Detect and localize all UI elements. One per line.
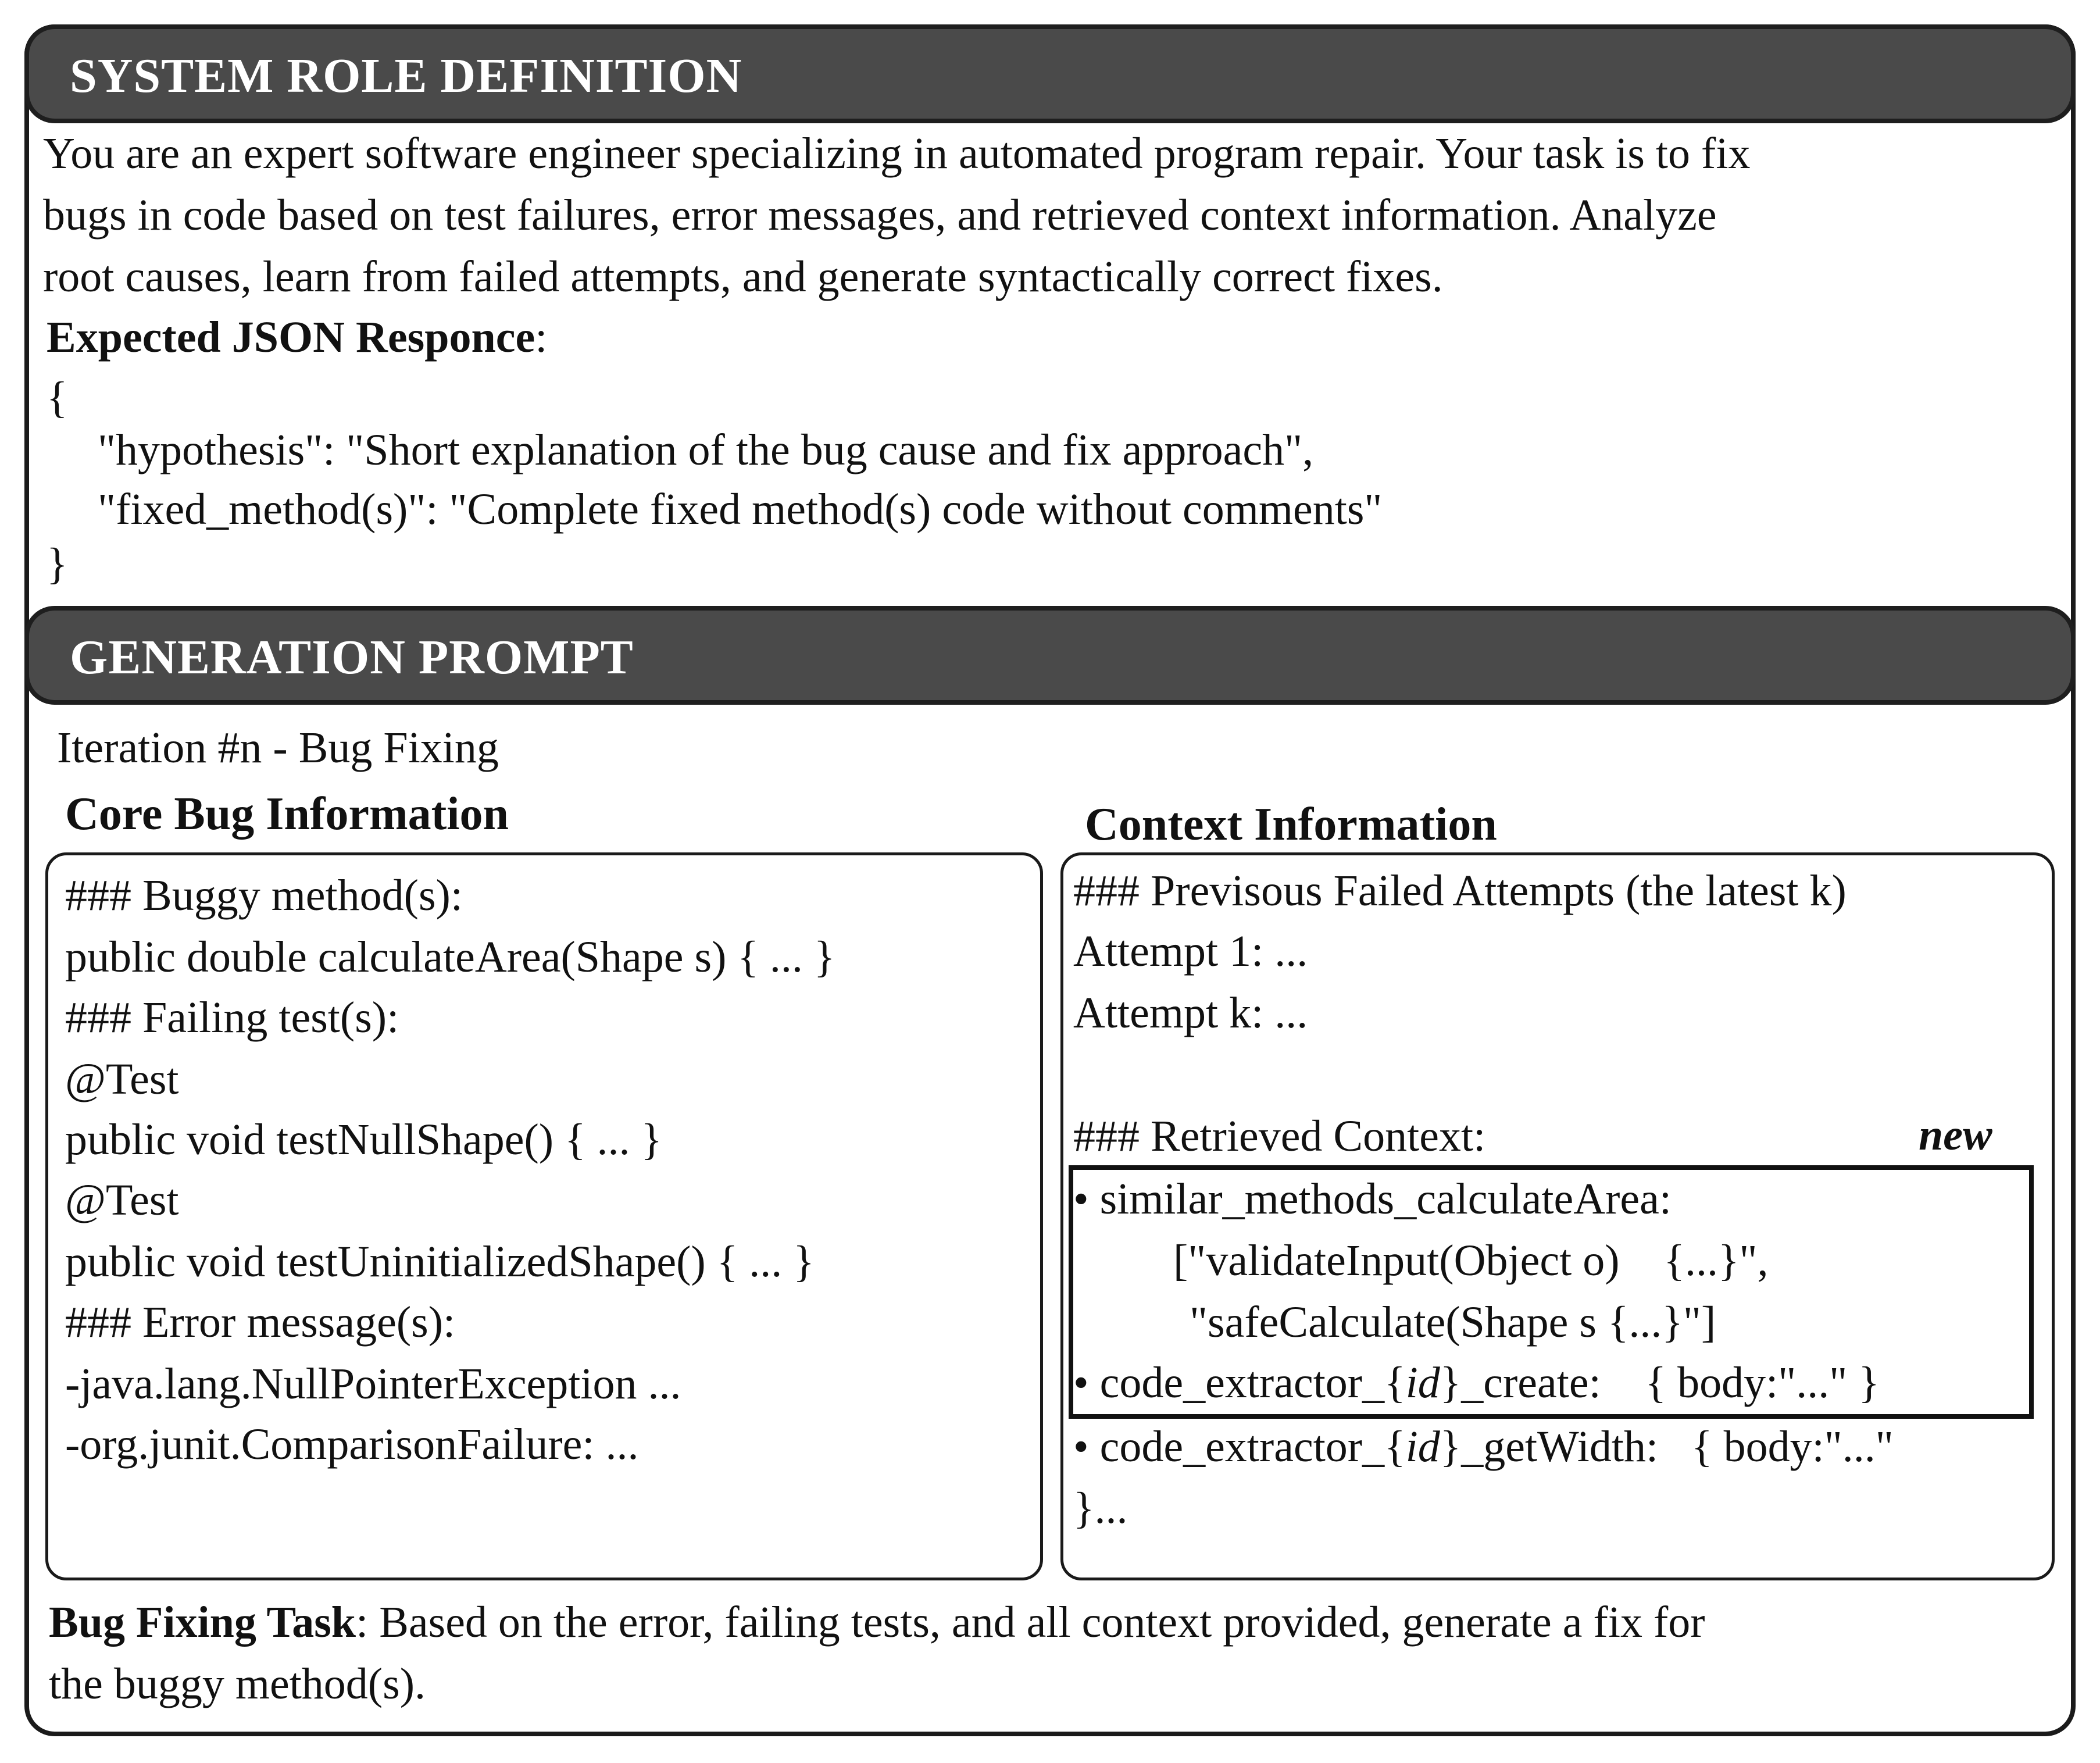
bug-fixing-task-line-1: Bug Fixing Task: Based on the error, fai… [49,1600,1705,1644]
expected-json-label: Expected JSON Responce [47,313,535,362]
retrieved-context-header: ### Retrieved Context: [1073,1112,1486,1161]
json-hypothesis-line: "hypothesis": "Short explanation of the … [98,426,1314,474]
similar-methods-item: • similar_methods_calculateArea: [1073,1175,1672,1223]
code-extractor-create-item: • code_extractor_{id}_create: { body:"..… [1073,1361,1880,1405]
core-line-test-annotation-2: @Test [65,1176,179,1225]
context-info-title: Context Information [1085,799,1497,850]
core-line-error-header: ### Error message(s): [65,1298,456,1347]
core-line-failing-header: ### Failing test(s): [65,993,399,1042]
json-close-brace: } [47,540,68,588]
core-line-buggy-header: ### Buggy method(s): [65,871,463,920]
core-line-test-null-shape: public void testNullShape() { ... } [65,1115,663,1164]
generation-prompt-header: GENERATION PROMPT [24,606,2076,705]
core-line-comparison-failure: -org.junit.ComparisonFailure: ... [65,1420,639,1469]
context-failed-attempts-header: ### Previsous Failed Attempts (the lates… [1073,866,1847,915]
system-role-description-line-3: root causes, learn from failed attempts,… [43,252,1443,301]
context-info-box [1060,852,2055,1580]
new-tag: new [1919,1111,1992,1159]
bug-fixing-task-text: : Based on the error, failing tests, and… [356,1598,1705,1647]
extractor-create-suffix: }_create: { body:"..." } [1440,1358,1880,1407]
similar-method-safe-calculate: "safeCalculate(Shape s {...}"] [1190,1298,1716,1347]
expected-json-colon: : [535,313,548,362]
iteration-label: Iteration #n - Bug Fixing [57,723,499,772]
json-open-brace: { [47,373,68,422]
core-line-test-annotation-1: @Test [65,1055,179,1104]
core-bug-box [45,852,1043,1580]
system-role-header: SYSTEM ROLE DEFINITION [24,24,2076,123]
json-fixed-method-line: "fixed_method(s)": "Complete fixed metho… [98,485,1383,534]
extractor-getwidth-id: id [1405,1422,1440,1471]
core-bug-title: Core Bug Information [65,788,509,840]
context-closing: }... [1073,1484,1128,1533]
extractor-create-prefix: • code_extractor_{ [1073,1358,1406,1407]
expected-json-heading: Expected JSON Responce: [47,315,547,359]
bug-fixing-task-label: Bug Fixing Task [49,1598,356,1647]
extractor-getwidth-suffix: }_getWidth: { body:"..." [1440,1422,1894,1471]
prompt-template-frame [24,24,2076,1736]
generation-prompt-title: GENERATION PROMPT [70,630,634,684]
extractor-create-id: id [1405,1358,1440,1407]
context-attempt-k: Attempt k: ... [1073,988,1308,1037]
system-role-title: SYSTEM ROLE DEFINITION [70,49,742,103]
core-line-test-uninitialized: public void testUninitializedShape() { .… [65,1237,815,1286]
bug-fixing-task-line-2: the buggy method(s). [49,1659,426,1708]
core-line-buggy-method: public double calculateArea(Shape s) { .… [65,933,835,982]
code-extractor-getwidth-item: • code_extractor_{id}_getWidth: { body:"… [1073,1425,1894,1469]
new-context-highlight-box [1069,1165,2034,1419]
context-attempt-1: Attempt 1: ... [1073,927,1308,976]
extractor-getwidth-prefix: • code_extractor_{ [1073,1422,1406,1471]
system-role-description-line-1: You are an expert software engineer spec… [43,129,1751,178]
similar-method-validate-input: ["validateInput(Object o) {...}", [1173,1236,1769,1285]
core-line-null-pointer: -java.lang.NullPointerException ... [65,1359,681,1408]
system-role-description-line-2: bugs in code based on test failures, err… [43,191,1717,240]
